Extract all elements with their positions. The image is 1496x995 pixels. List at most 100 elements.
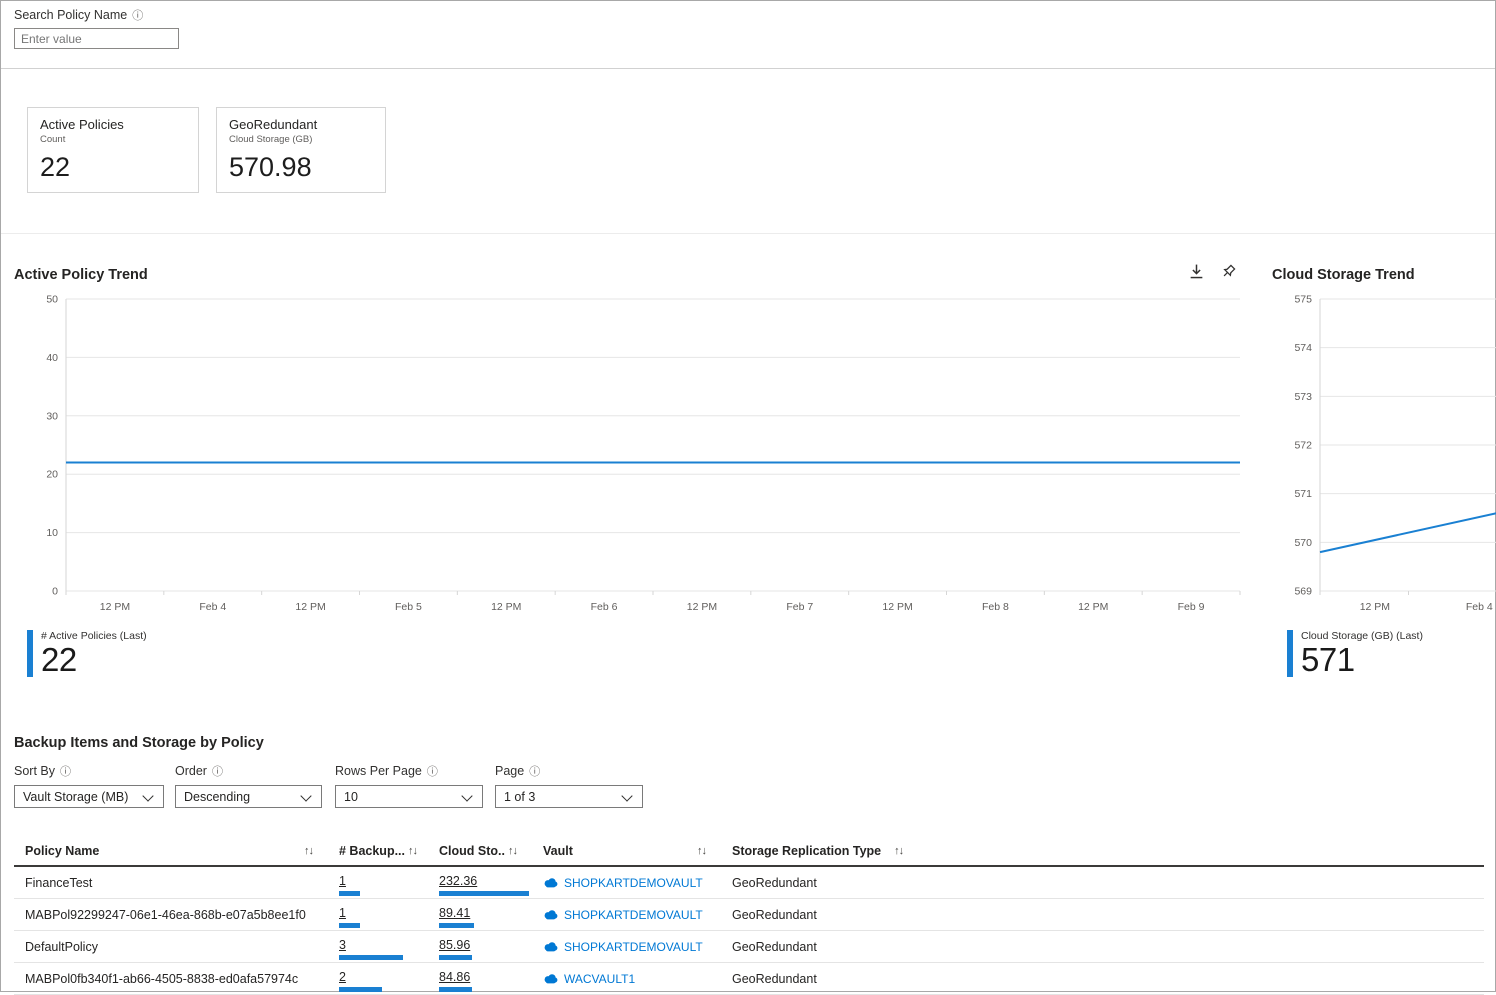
download-icon[interactable] <box>1187 262 1206 281</box>
card-title: Active Policies <box>40 117 124 132</box>
replication-type-cell: GeoRedundant <box>732 971 817 986</box>
rows-per-page-dropdown[interactable]: 10 <box>335 785 483 808</box>
svg-text:Feb 8: Feb 8 <box>982 601 1009 613</box>
page-value: 1 of 3 <box>504 789 536 804</box>
backup-count-cell: 1 <box>339 899 439 930</box>
cloud-storage-link[interactable]: 89.41 <box>439 905 471 920</box>
cloud-storage-link[interactable]: 85.96 <box>439 937 471 952</box>
chart-actions <box>1187 262 1238 281</box>
sort-icon[interactable]: ↑↓ <box>304 845 314 857</box>
filter-order: Order ⓘ Descending <box>175 763 322 808</box>
rows-per-page-label: Rows Per Page ⓘ <box>335 763 483 779</box>
pin-icon[interactable] <box>1219 262 1238 281</box>
policy-name-cell: MABPol0fb340f1-ab66-4505-8838-ed0afa5797… <box>25 971 299 986</box>
vault-link[interactable]: SHOPKARTDEMOVAULT <box>543 940 703 954</box>
cloud-storage-cell: 232.36 <box>439 867 543 898</box>
data-bar <box>339 890 361 896</box>
info-icon[interactable]: ⓘ <box>60 766 71 778</box>
sort-icon[interactable]: ↑↓ <box>408 845 418 857</box>
svg-text:569: 569 <box>1294 586 1312 598</box>
order-dropdown[interactable]: Descending <box>175 785 322 808</box>
backup-count-link[interactable]: 3 <box>339 937 346 952</box>
column-header-policy-name[interactable]: Policy Name ↑↓ <box>14 844 339 858</box>
cloud-storage-trend-chart[interactable]: 569 570 571 572 573 574 575 12 PM Feb 4 <box>1272 291 1496 625</box>
cloud-icon <box>543 973 558 984</box>
active-policy-legend: # Active Policies (Last) 22 <box>27 630 147 678</box>
cloud-storage-cell: 85.96 <box>439 931 543 962</box>
policy-name-cell: DefaultPolicy <box>25 939 98 954</box>
info-icon[interactable]: ⓘ <box>426 766 438 778</box>
backup-count-link[interactable]: 1 <box>339 905 346 920</box>
active-policy-trend-chart[interactable]: 0 10 20 30 40 50 12 PM Feb 4 12 PM Feb 5 12 PM Feb … <box>14 291 1246 625</box>
order-value: Descending <box>184 789 251 804</box>
svg-text:572: 572 <box>1294 440 1312 452</box>
column-label: Cloud Sto.. <box>439 844 505 858</box>
column-label: Storage Replication Type <box>732 844 882 858</box>
vault-name: SHOPKARTDEMOVAULT <box>564 875 703 890</box>
vault-cell: SHOPKARTDEMOVAULT <box>543 899 732 930</box>
column-label: # Backup... <box>339 844 405 858</box>
sort-icon[interactable]: ↑↓ <box>697 845 707 857</box>
page-dropdown[interactable]: 1 of 3 <box>495 785 643 808</box>
search-policy-input[interactable] <box>14 28 179 49</box>
sort-icon[interactable]: ↑↓ <box>507 845 518 857</box>
svg-text:30: 30 <box>46 410 58 422</box>
sort-by-dropdown[interactable]: Vault Storage (MB) <box>14 785 164 808</box>
column-header-storage-replication-type[interactable]: Storage Replication Type ↑↓ <box>732 844 992 858</box>
info-icon[interactable]: ⓘ <box>132 10 144 22</box>
data-bar <box>439 922 474 928</box>
legend-label: Cloud Storage (GB) (Last) <box>1301 630 1423 642</box>
table-row: FinanceTest 1 232.36 SHOPKARTDEMOVAULT G… <box>14 867 1484 899</box>
cloud-storage-link[interactable]: 84.86 <box>439 969 471 984</box>
svg-text:12 PM: 12 PM <box>295 601 325 613</box>
filter-sort-by: Sort By ⓘ Vault Storage (MB) <box>14 763 164 808</box>
svg-text:574: 574 <box>1294 342 1312 354</box>
table-row: MABPol0fb340f1-ab66-4505-8838-ed0afa5797… <box>14 963 1484 995</box>
table-header-row: Policy Name ↑↓ # Backup... ↑↓ Cloud Sto.… <box>14 837 1484 867</box>
vault-link[interactable]: SHOPKARTDEMOVAULT <box>543 876 703 890</box>
replication-type-cell: GeoRedundant <box>732 907 817 922</box>
vault-link[interactable]: WACVAULT1 <box>543 972 635 986</box>
sort-by-label: Sort By ⓘ <box>14 763 164 779</box>
data-bar <box>339 922 361 928</box>
table-row: MABPol92299247-06e1-46ea-868b-e07a5b8ee1… <box>14 899 1484 931</box>
cloud-storage-trend-title: Cloud Storage Trend <box>1272 267 1415 283</box>
svg-text:20: 20 <box>46 469 58 481</box>
sort-by-value: Vault Storage (MB) <box>23 789 129 804</box>
svg-text:12 PM: 12 PM <box>882 601 912 613</box>
column-header-backup-items[interactable]: # Backup... ↑↓ <box>339 844 439 858</box>
svg-text:12 PM: 12 PM <box>100 601 130 613</box>
svg-text:573: 573 <box>1294 391 1312 403</box>
cloud-storage-link[interactable]: 232.36 <box>439 873 478 888</box>
data-bar <box>439 986 472 992</box>
svg-text:570: 570 <box>1294 537 1312 549</box>
info-icon[interactable]: ⓘ <box>529 766 541 778</box>
column-header-cloud-storage[interactable]: Cloud Sto.. ↑↓ <box>439 844 543 858</box>
search-policy-label: Search Policy Name ⓘ <box>14 7 179 23</box>
backup-count-cell: 3 <box>339 931 439 962</box>
top-divider <box>1 68 1495 69</box>
data-bar <box>339 954 403 960</box>
vault-name: WACVAULT1 <box>564 971 636 986</box>
backup-count-link[interactable]: 1 <box>339 873 346 888</box>
policy-name-cell: MABPol92299247-06e1-46ea-868b-e07a5b8ee1… <box>25 907 306 922</box>
legend-swatch <box>1287 630 1293 677</box>
svg-text:0: 0 <box>52 586 58 598</box>
svg-text:Feb 7: Feb 7 <box>786 601 813 613</box>
vault-link[interactable]: SHOPKARTDEMOVAULT <box>543 908 703 922</box>
sort-icon[interactable]: ↑↓ <box>894 845 904 857</box>
svg-text:571: 571 <box>1294 488 1312 500</box>
card-value: 22 <box>40 152 71 182</box>
card-value: 570.98 <box>229 152 312 182</box>
replication-type-cell: GeoRedundant <box>732 939 817 954</box>
kpi-card-active-policies[interactable]: Active Policies Count 22 <box>27 107 199 193</box>
svg-text:12 PM: 12 PM <box>1078 601 1108 613</box>
backup-count-link[interactable]: 2 <box>339 969 346 984</box>
kpi-card-georedundant-storage[interactable]: GeoRedundant Cloud Storage (GB) 570.98 <box>216 107 386 193</box>
cloud-storage-cell: 84.86 <box>439 963 543 994</box>
column-header-vault[interactable]: Vault ↑↓ <box>543 844 732 858</box>
info-icon[interactable]: ⓘ <box>211 766 223 778</box>
search-policy-label-text: Search Policy Name <box>14 8 128 22</box>
svg-text:40: 40 <box>46 352 58 364</box>
svg-text:12 PM: 12 PM <box>491 601 521 613</box>
